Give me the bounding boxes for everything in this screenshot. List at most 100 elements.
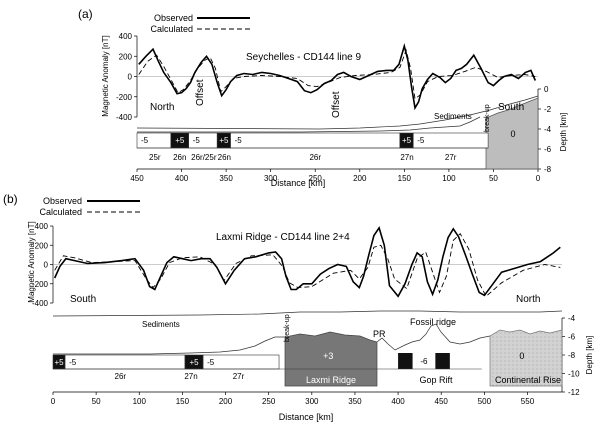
panel-b-plot-area	[53, 226, 562, 298]
x-tick-label: 350	[348, 397, 362, 406]
panel-a-offset-label-1: Offset	[195, 79, 206, 106]
x-tick-label: 300	[305, 397, 319, 406]
panel-a: (a) Observed Calculated Seychelles - CD1…	[78, 7, 568, 188]
panel-b: (b) Observed Calculated Laxmi Ridge - CD…	[3, 192, 594, 422]
legend-calculated-label: Calculated	[150, 24, 193, 34]
block-magnetization-label: +3	[323, 351, 333, 361]
x-tick-label: 550	[521, 397, 535, 406]
calculated-anomaly-line	[54, 232, 561, 298]
x-tick-label: 450	[130, 174, 144, 183]
chron-label: 26n	[218, 153, 231, 162]
panel-a-depth-axis-label: Depth [km]	[559, 113, 568, 152]
panel-b-depth-axis: -4 -6 -8 -10 -12	[561, 314, 580, 397]
panel-b-laxmi-ridge-label: Laxmi Ridge	[306, 375, 356, 385]
panel-a-depth-axis: 0 -2 -4 -6 -8	[537, 85, 552, 174]
panel-a-breakup-label: break-up	[484, 104, 491, 132]
panel-a-x-axis-label: Distance [km]	[271, 178, 326, 188]
panel-b-depth-axis-label: Depth [km]	[585, 336, 594, 375]
chron-label: 27r	[233, 372, 245, 381]
legend-calculated-label: Calculated	[39, 207, 82, 217]
rift-normal-block	[435, 353, 450, 369]
x-tick-label: 0	[536, 174, 541, 183]
chron-label: 27n	[184, 372, 197, 381]
panel-a-label: (a)	[78, 7, 93, 21]
block-magnetization-label: +5	[219, 136, 229, 145]
y-tick-label: 400	[35, 222, 49, 231]
panel-b-fossil-ridge-outline	[376, 323, 498, 351]
depth-tick-label: -2	[544, 105, 552, 114]
y-tick-label: 0	[128, 73, 133, 82]
block-magnetization-label: -5	[193, 136, 201, 145]
reversed-polarity-block	[412, 132, 489, 149]
panel-a-north-label: North	[150, 102, 174, 113]
y-tick-label: -200	[32, 280, 49, 289]
panel-a-legend: Observed Calculated	[150, 13, 250, 34]
panel-b-label: (b)	[3, 192, 18, 206]
block-magnetization-label: -5	[69, 358, 77, 367]
depth-tick-label: -6	[544, 145, 552, 154]
panel-a-south-label: South	[498, 102, 524, 113]
block-magnetization-label: -5	[235, 136, 243, 145]
block-magnetization-label: -5	[417, 136, 425, 145]
x-tick-label: 250	[309, 174, 323, 183]
x-tick-label: 50	[92, 397, 101, 406]
depth-tick-label: 0	[544, 85, 549, 94]
y-tick-label: 400	[119, 32, 133, 41]
panel-a-x-axis: 450 400 350 300 250 200 150 100 50 0	[130, 168, 541, 183]
rift-normal-block	[398, 353, 413, 369]
panel-b-x-axis-label: Distance [km]	[279, 412, 334, 422]
observed-anomaly-line	[138, 43, 537, 111]
x-tick-label: 400	[175, 174, 189, 183]
panel-b-legend: Observed Calculated	[39, 196, 140, 217]
panel-a-y-axis-label: Magnetic Anomaly [nT]	[101, 35, 110, 116]
panel-a-continental-crust	[485, 97, 539, 170]
panel-b-gop-rift-label: Gop Rift	[419, 375, 453, 385]
x-tick-label: 50	[489, 174, 498, 183]
chron-label: 26n	[173, 153, 186, 162]
panel-b-title: Laxmi Ridge - CD144 line 2+4	[216, 232, 350, 243]
block-magnetization-label: +5	[54, 358, 64, 367]
block-magnetization-label: -5	[207, 358, 215, 367]
block-magnetization-label: +5	[189, 358, 199, 367]
panel-b-breakup-label: break-up	[284, 314, 291, 342]
panel-b-laxmi-ridge-block	[284, 331, 378, 387]
observed-anomaly-line	[53, 226, 561, 298]
panel-b-north-label: North	[516, 294, 540, 305]
x-tick-label: 100	[442, 174, 456, 183]
y-tick-label: 200	[35, 241, 49, 250]
panel-b-sediments-label: Sediments	[142, 320, 180, 329]
panel-a-sediments-label: Sediments	[434, 112, 472, 121]
chron-label: 27r	[445, 153, 457, 162]
legend-observed-label: Observed	[154, 13, 193, 23]
x-tick-label: 100	[133, 397, 147, 406]
block-magnetization-label: -6	[420, 357, 428, 366]
x-tick-label: 150	[176, 397, 190, 406]
depth-tick-label: -12	[568, 388, 580, 397]
chron-label: 26r	[115, 372, 127, 381]
chron-label: 26r/25r	[191, 153, 217, 162]
depth-tick-label: -4	[544, 125, 552, 134]
chron-label: 26r	[309, 153, 321, 162]
x-tick-label: 450	[435, 397, 449, 406]
panel-a-offset-label-2: Offset	[331, 91, 342, 118]
panel-a-title: Seychelles - CD144 line 9	[246, 52, 361, 63]
panel-b-continental-rise-block	[489, 329, 563, 387]
panel-a-sediment-surface	[136, 95, 539, 130]
panel-b-pr-label: PR	[373, 329, 386, 339]
x-tick-label: 0	[51, 397, 56, 406]
panel-b-x-axis: 0 50 100 150 200 250 300 350 400 450 500 550	[51, 391, 562, 406]
panel-b-continental-rise-label: Continental Rise	[495, 375, 561, 385]
panel-a-crust-model: -5 +5 -5 +5 -5 +5 -5 0	[136, 95, 539, 170]
panel-a-plot-area	[137, 43, 538, 111]
x-tick-label: 200	[219, 397, 233, 406]
y-tick-label: -200	[116, 93, 133, 102]
x-tick-label: 500	[478, 397, 492, 406]
chron-label: 25r	[149, 153, 161, 162]
depth-tick-label: -8	[568, 351, 576, 360]
x-tick-label: 200	[353, 174, 367, 183]
legend-observed-label: Observed	[43, 196, 82, 206]
y-tick-label: -400	[116, 113, 133, 122]
x-tick-label: 350	[219, 174, 233, 183]
depth-tick-label: -10	[568, 370, 580, 379]
